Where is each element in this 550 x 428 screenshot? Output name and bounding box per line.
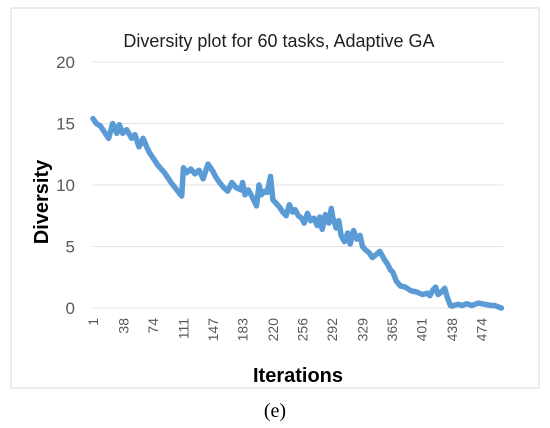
series-line-0: [90, 115, 505, 311]
y-tick-labels: 0 5 10 15 20: [56, 53, 75, 318]
x-tick-label: 474: [474, 318, 490, 342]
y-tick-label: 10: [56, 176, 75, 195]
x-tick-label: 183: [235, 318, 251, 342]
x-tick-label: 292: [324, 318, 340, 342]
figure-caption: (e): [264, 400, 286, 422]
y-tick-label: 5: [66, 238, 75, 257]
x-axis-title: Iterations: [253, 365, 343, 387]
x-tick-label: 74: [145, 318, 161, 334]
x-tick-label: 438: [444, 318, 460, 342]
x-tick-label: 38: [115, 318, 131, 334]
x-tick-label: 147: [205, 318, 221, 342]
gridlines: [93, 61, 503, 309]
chart-title: Diversity plot for 60 tasks, Adaptive GA: [123, 31, 434, 51]
x-tick-labels: 1 38 74 111 147 183 220 256 292 329 365 401 438 474: [85, 318, 490, 342]
series-layer: [90, 115, 505, 311]
x-tick-label: 111: [175, 318, 191, 339]
x-tick-label: 220: [265, 318, 281, 342]
x-tick-label: 401: [414, 318, 430, 342]
x-tick-label: 365: [384, 318, 400, 342]
x-tick-label: 1: [85, 318, 101, 326]
y-axis-title: Diversity: [31, 159, 53, 244]
x-tick-label: 256: [295, 318, 311, 342]
y-tick-label: 0: [66, 299, 75, 318]
y-tick-label: 20: [56, 53, 75, 72]
y-tick-label: 15: [56, 115, 75, 134]
x-tick-label: 329: [354, 318, 370, 342]
